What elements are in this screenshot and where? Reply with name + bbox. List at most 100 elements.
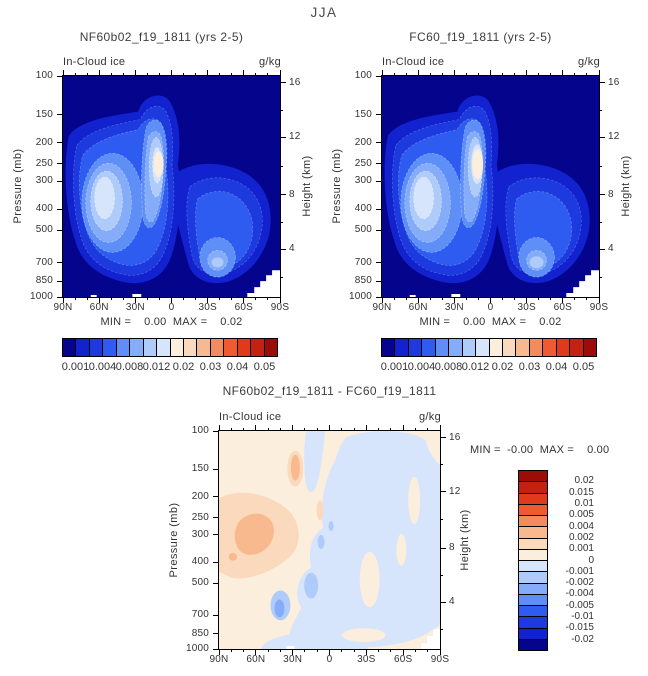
lat-tick-top (502, 73, 504, 76)
lat-tick-bottom (219, 297, 221, 300)
lat-tick-bottom (230, 649, 232, 652)
pressure-tick (57, 114, 63, 116)
lat-tick-bottom (255, 649, 257, 655)
lat-tick-bottom (526, 297, 528, 303)
height-tick-label: 12 (608, 131, 620, 143)
lat-tick-bottom (255, 297, 257, 300)
colorbar-tick-label: -0.001 (565, 565, 594, 577)
lat-tick-top (207, 70, 209, 76)
height-minor-tick (280, 165, 283, 167)
colorbar-tick-label: 0.004 (88, 361, 117, 373)
pressure-tick (57, 262, 63, 264)
lat-tick-top (122, 73, 124, 76)
lat-tick-bottom (243, 649, 245, 652)
lat-tick-top (146, 73, 148, 76)
colorbar-cell (435, 339, 450, 356)
colorbar-cell (489, 339, 503, 356)
lat-tick-top (255, 425, 257, 431)
lat-tick-top (414, 428, 416, 431)
lat-tick-top (574, 73, 576, 76)
lat-tick-top (292, 425, 294, 431)
lat-tick-bottom (429, 297, 431, 300)
pressure-tick (376, 296, 382, 298)
lat-tick-top (365, 425, 367, 431)
colorbar-tick-label: 0.012 (461, 361, 490, 373)
lat-tick-top (316, 428, 318, 431)
pressure-tick (213, 582, 219, 584)
pressure-tick (213, 534, 219, 536)
colorbar-tick-label: 0.008 (434, 361, 463, 373)
colorbar-cell (183, 339, 198, 356)
lat-tick-top (353, 428, 355, 431)
colorbar-cell (502, 339, 517, 356)
colorbar-cell (519, 549, 547, 561)
height-tick-label: 8 (608, 188, 614, 200)
lat-tick-bottom (158, 297, 160, 300)
pressure-tick-label: 200 (35, 136, 53, 148)
pressure-tick (376, 280, 382, 282)
lat-tick-top (341, 428, 343, 431)
lat-tick-bottom (453, 297, 455, 303)
lat-tick-top (381, 70, 383, 76)
lat-tick-top (195, 73, 197, 76)
lat-tick-label: 30S (517, 302, 536, 313)
lat-tick-label: 30S (198, 302, 217, 313)
lat-tick-top (230, 428, 232, 431)
lat-tick-top (441, 73, 443, 76)
lat-tick-bottom (243, 297, 245, 303)
lat-tick-top (279, 428, 281, 431)
pressure-tick (57, 280, 63, 282)
colorbar-tick-label: 0.001 (61, 361, 90, 373)
height-tick (440, 437, 446, 439)
lat-tick-bottom (122, 297, 124, 300)
lat-tick-top (465, 73, 467, 76)
height-minor-tick (280, 109, 283, 111)
pressure-tick-label: 150 (191, 463, 209, 475)
panel3-colorbar: 0.02 0.015 0.01 0.005 0.004 0.002 0.001 0 -0.001… (518, 470, 598, 651)
colorbar-cells (518, 470, 548, 651)
height-tick-label: 16 (608, 76, 620, 88)
panel3-title: NF60b02_f19_1811 - FC60_f19_1811 (222, 384, 437, 398)
panel3-contour-field (219, 431, 440, 649)
lat-tick-bottom (574, 297, 576, 300)
height-tick (280, 194, 286, 196)
panel3-difference-plot: 90N 60N 30N 0 30S 60S 90S 100 150 200 250 300 400 500… (186, 425, 460, 665)
colorbar-cell (519, 482, 547, 494)
height-minor-tick (599, 276, 602, 278)
panel1-contour-field (63, 76, 280, 297)
height-minor-tick (599, 109, 602, 111)
lat-tick-bottom (414, 649, 416, 652)
lat-tick-top (267, 428, 269, 431)
lat-tick-top (134, 70, 136, 76)
colorbar-cell (556, 339, 571, 356)
pressure-tick (213, 468, 219, 470)
colorbar-cell (519, 583, 547, 595)
lat-tick-label: 60S (393, 654, 413, 665)
pressure-tick-label: 150 (35, 108, 53, 120)
panel2-colorbar: 0.001 0.004 0.008 0.012 0.02 0.03 0.04 0.05 (381, 338, 597, 374)
lat-tick-bottom (598, 297, 600, 303)
lat-tick-bottom (134, 297, 136, 303)
colorbar-tick-label: 0.05 (253, 361, 276, 373)
panel2-units-label: g/kg (578, 56, 600, 68)
height-minor-tick (599, 165, 602, 167)
colorbar-tick-label: 0.03 (518, 361, 541, 373)
lat-tick-top (586, 73, 588, 76)
lat-tick-label: 60N (408, 302, 428, 313)
lat-tick-top (62, 70, 64, 76)
pressure-tick (376, 262, 382, 264)
height-minor-tick (280, 276, 283, 278)
lat-tick-bottom (514, 297, 516, 300)
height-minor-tick (440, 464, 443, 466)
height-tick-label: 8 (449, 542, 455, 554)
colorbar-tick-label: 0.004 (407, 361, 436, 373)
lat-tick-top (477, 73, 479, 76)
lat-tick-top (390, 428, 392, 431)
pressure-tick-label: 300 (191, 528, 209, 540)
lat-tick-top (562, 70, 564, 76)
pressure-tick (57, 229, 63, 231)
colorbar-cell (422, 339, 436, 356)
pressure-tick (213, 496, 219, 498)
lat-tick-bottom (292, 649, 294, 655)
lat-tick-bottom (390, 649, 392, 652)
